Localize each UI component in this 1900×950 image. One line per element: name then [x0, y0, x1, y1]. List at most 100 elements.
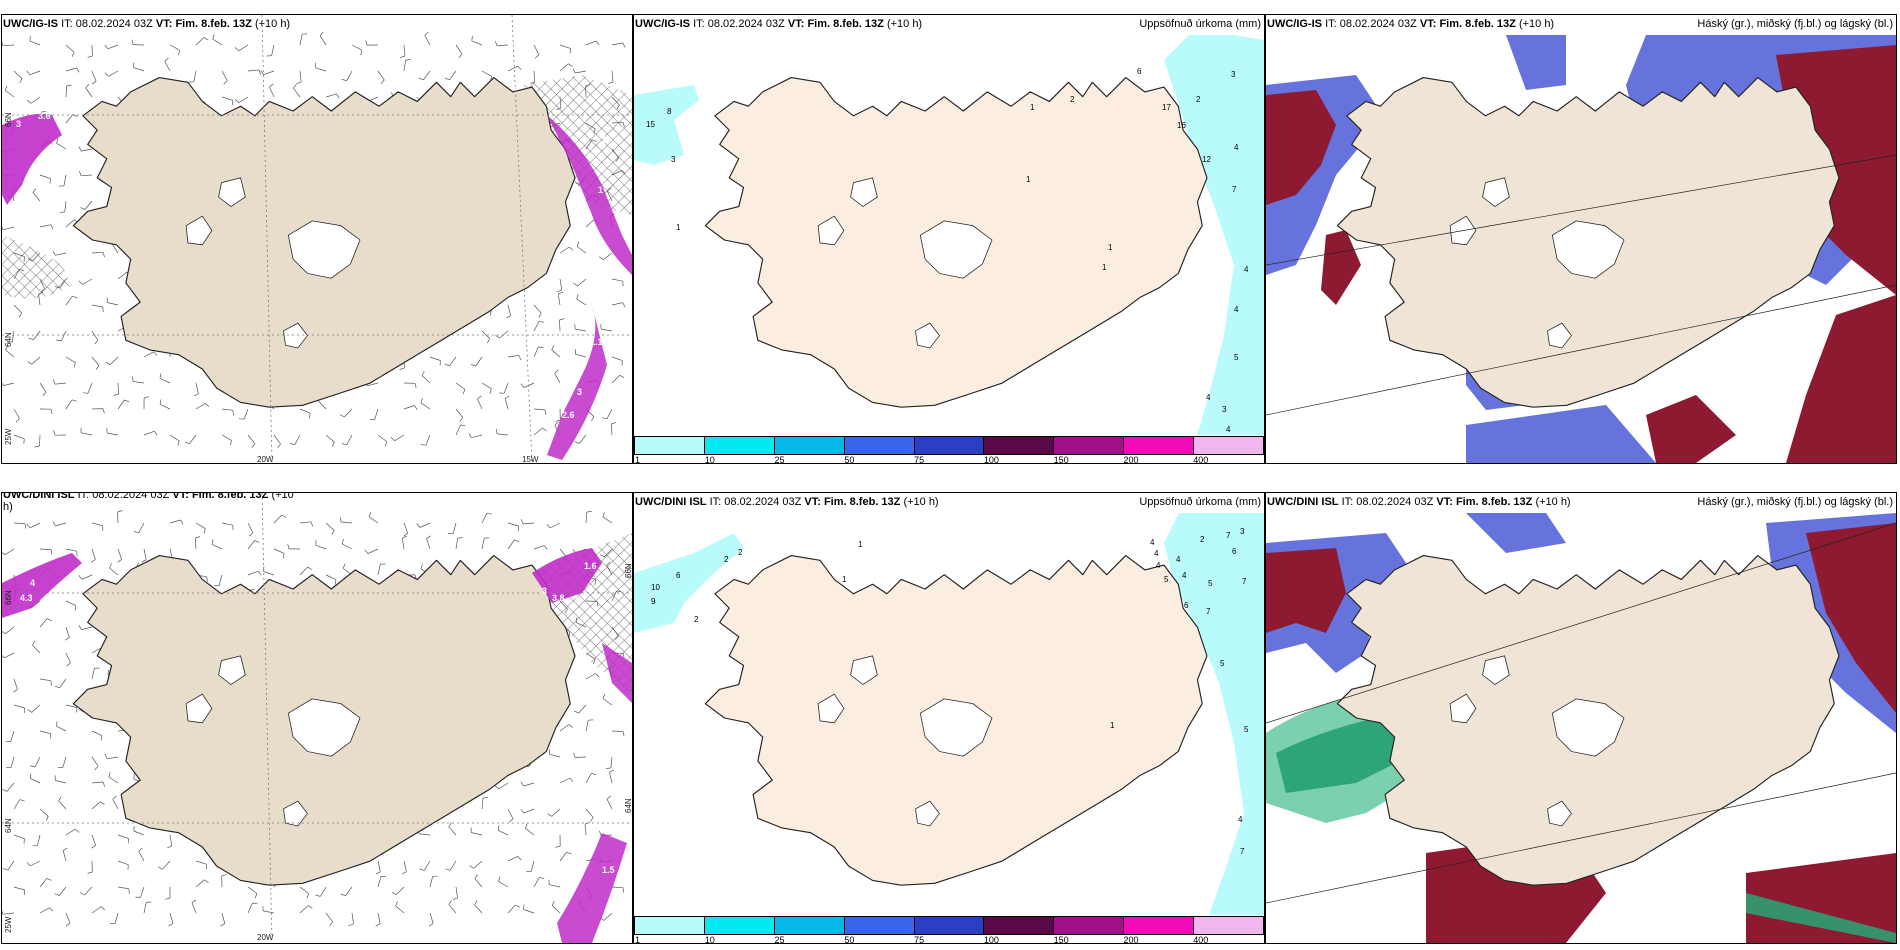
wind-barb	[559, 777, 570, 784]
wind-barb-tick	[26, 862, 31, 867]
wind-barb	[91, 356, 100, 366]
wind-barb	[34, 756, 41, 768]
wind-barb-tick	[555, 419, 561, 422]
wind-barb-tick	[426, 535, 431, 539]
wind-barb-tick	[460, 424, 466, 427]
wind-barb	[585, 673, 596, 680]
wind-barb-tick	[468, 433, 472, 438]
precip-value: 4	[1244, 265, 1249, 274]
wind-barb-tick	[221, 874, 227, 877]
wind-barb	[65, 85, 67, 98]
precip-value: 2	[1200, 535, 1205, 544]
wind-barb	[395, 886, 405, 895]
wind-barb	[3, 226, 15, 231]
wind-barb	[606, 408, 613, 419]
wind-barb-tick	[600, 324, 602, 330]
colorbar-swatch	[1124, 917, 1195, 934]
wind-barb-tick	[341, 443, 347, 446]
wind-barb	[65, 114, 74, 124]
wind-barb	[559, 278, 563, 290]
wind-barb	[263, 910, 275, 914]
wind-barb	[498, 782, 509, 790]
wind-barb-tick	[568, 246, 574, 251]
wind-barb	[559, 44, 571, 49]
wind-barb	[318, 400, 327, 410]
precip-value: 3.6	[38, 111, 51, 121]
precip-value: 16	[1177, 121, 1186, 130]
wind-barb	[62, 850, 67, 862]
wind-barb	[65, 44, 75, 53]
wind-barb	[247, 69, 260, 72]
wind-barb	[91, 522, 103, 527]
wind-barb	[320, 886, 327, 897]
wind-barb	[377, 564, 381, 576]
wind-barb-tick	[71, 52, 75, 57]
lat-label: 64N	[624, 798, 633, 813]
wind-barb	[585, 808, 594, 818]
wind-barb-tick	[56, 339, 62, 342]
wind-barb	[117, 271, 127, 280]
wind-barb	[85, 87, 93, 98]
wind-barb	[13, 799, 21, 810]
precip-value: 2.6	[74, 645, 87, 655]
wind-barb-tick	[104, 72, 109, 77]
wind-barb	[195, 382, 199, 394]
wind-barb	[575, 353, 587, 358]
wind-barb-tick	[32, 640, 36, 646]
wind-barb	[65, 828, 76, 836]
wind-barb-tick	[329, 921, 333, 926]
wind-barb-tick	[50, 549, 53, 555]
wind-barb	[611, 278, 623, 282]
wind-barb-tick	[424, 31, 429, 36]
wind-barb	[114, 912, 119, 924]
wind-barb	[189, 434, 197, 445]
wind-barb	[351, 44, 362, 51]
wind-barb-tick	[445, 868, 451, 871]
wind-barb	[474, 904, 483, 914]
colorbar-swatch	[704, 437, 775, 454]
wind-barb	[91, 330, 99, 341]
wind-barb-tick	[517, 65, 522, 71]
wind-barb-tick	[444, 77, 450, 81]
wind-barb-tick	[395, 901, 399, 907]
wind-barb-tick	[78, 280, 83, 285]
wind-barb-tick	[52, 250, 56, 256]
wind-barb	[91, 781, 103, 784]
wind-barb	[91, 304, 103, 308]
wind-barb	[117, 886, 129, 890]
wind-barb	[606, 799, 613, 810]
wind-barb	[549, 884, 561, 888]
precip-value: 2	[575, 595, 581, 605]
wind-barb	[507, 904, 516, 914]
wind-barb	[602, 516, 613, 524]
wind-barb-tick	[66, 84, 72, 87]
wind-barb	[497, 433, 509, 436]
precip-value: 4.3	[20, 593, 33, 603]
wind-barb-tick	[100, 801, 105, 805]
precip-value: 6	[1232, 547, 1237, 556]
precip-value: 12	[1202, 155, 1211, 164]
wind-barb-tick	[281, 514, 287, 518]
wind-barb-tick	[117, 510, 123, 513]
lon-label: 15W	[522, 455, 539, 464]
wind-barb	[315, 544, 327, 550]
wind-barb	[496, 44, 509, 47]
wind-barb-tick	[212, 34, 215, 40]
wind-barb	[65, 67, 77, 72]
wind-barb	[63, 174, 67, 186]
lat-label: 64N	[4, 818, 13, 833]
wind-barb	[377, 912, 381, 924]
wind-barb	[81, 148, 93, 152]
wind-barb-tick	[2, 788, 8, 792]
wind-barb	[82, 278, 93, 285]
wind-barb	[108, 70, 119, 77]
precip-map	[634, 513, 1264, 915]
wind-barb-tick	[568, 724, 574, 728]
wind-barb-tick	[91, 80, 97, 85]
wind-barb	[39, 907, 50, 914]
wind-barb	[429, 912, 434, 924]
wind-barb-tick	[497, 825, 500, 831]
precip-value: 3	[1240, 527, 1245, 536]
wind-barb	[273, 548, 285, 554]
wind-barb-tick	[576, 294, 579, 300]
